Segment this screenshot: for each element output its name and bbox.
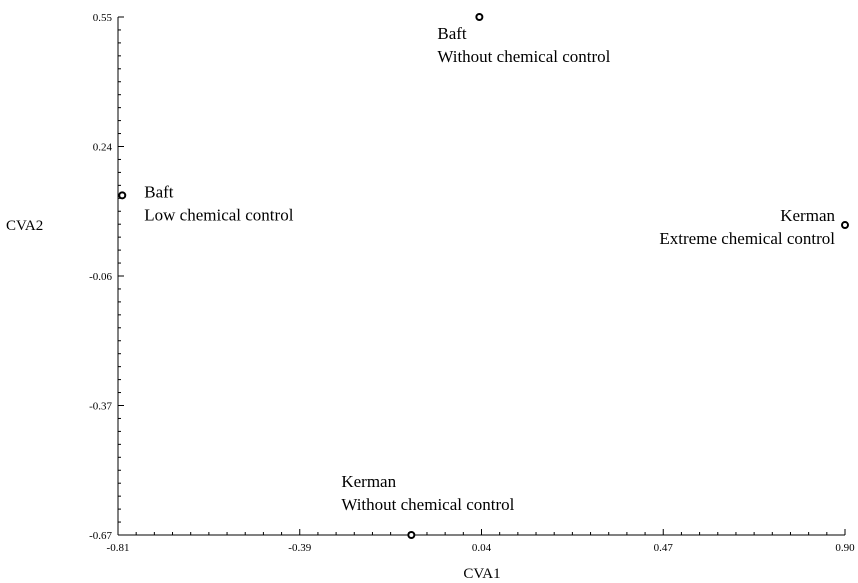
axes-group [117,17,845,536]
y-tick-label: -0.06 [89,271,112,283]
point-label-treatment: Extreme chemical control [659,229,835,248]
x-tick-label: 0.47 [654,542,674,554]
y-tick-label: -0.37 [89,401,112,413]
x-tick-label: -0.81 [107,542,130,554]
point-label-site: Kerman [780,206,835,225]
major-ticks-group: -0.81 -0.39 0.04 0.47 0.90 0.55 0.24 -0.06 -0.37… [89,12,855,554]
point-label-treatment: Without chemical control [437,47,610,66]
x-tick-label: 0.90 [835,542,855,554]
minor-ticks-group [118,29,828,535]
y-tick-label: -0.67 [89,530,112,542]
x-axis-title: CVA1 [463,566,500,582]
y-axis-title: CVA2 [6,218,43,234]
x-tick-label: 0.04 [472,542,492,554]
point-label-site: Baft [437,24,467,43]
data-point [407,531,416,539]
point-label-treatment: Low chemical control [144,205,293,224]
data-point [841,221,849,230]
point-label-site: Baft [144,182,174,201]
point-label-treatment: Without chemical control [341,495,514,514]
y-tick-label: 0.24 [93,142,113,154]
data-point [475,13,484,21]
x-tick-label: -0.39 [288,542,311,554]
y-tick-label: 0.55 [93,12,113,24]
data-point [118,191,127,200]
point-label-site: Kerman [341,472,396,491]
points-group: Baft Without chemical control Baft Low chem… [118,13,849,539]
